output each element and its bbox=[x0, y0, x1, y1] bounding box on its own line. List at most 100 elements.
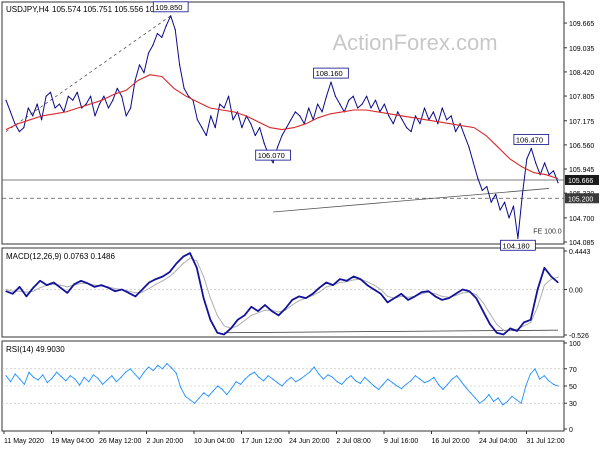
price-annotation-box bbox=[152, 1, 189, 13]
price-line-point bbox=[374, 99, 377, 101]
price-tick-label: 109.035 bbox=[569, 46, 594, 53]
macd-line-point bbox=[346, 280, 348, 282]
macd-line-point bbox=[414, 295, 416, 297]
price-line-point bbox=[414, 115, 417, 117]
rsi-line-point bbox=[65, 380, 67, 382]
rsi-line-point bbox=[304, 375, 306, 377]
rsi-line-point bbox=[138, 378, 140, 380]
price-level-label: 105.200 bbox=[568, 196, 593, 203]
rsi-line-point bbox=[290, 376, 292, 378]
price-line-point bbox=[219, 103, 221, 105]
rsi-line-point bbox=[88, 381, 90, 383]
macd-layer bbox=[5, 252, 559, 336]
macd-signal-line-point bbox=[387, 295, 389, 297]
price-line-point bbox=[339, 103, 341, 105]
price-line-point bbox=[85, 103, 87, 105]
rsi-line-point bbox=[148, 366, 150, 368]
price-line-point bbox=[241, 127, 243, 129]
rsi-line-point bbox=[217, 385, 219, 387]
rsi-line-point bbox=[263, 380, 265, 382]
macd-line-point bbox=[366, 284, 368, 286]
price-line-point bbox=[361, 103, 363, 105]
rsi-line-point bbox=[359, 382, 361, 384]
macd-line-point bbox=[5, 290, 7, 292]
price-tick-label: 106.560 bbox=[569, 143, 594, 150]
price-line-point bbox=[228, 95, 230, 97]
time-tick-label: 17 Jun 12:00 bbox=[242, 438, 283, 445]
price-tick-label: 104.085 bbox=[569, 240, 594, 247]
rsi-line-point bbox=[364, 376, 366, 378]
macd-line-point bbox=[332, 284, 334, 286]
macd-signal-line-point bbox=[489, 313, 491, 315]
rsi-line-point bbox=[345, 378, 347, 380]
price-line-point bbox=[317, 103, 319, 105]
macd-signal-line-point bbox=[216, 314, 218, 316]
macd-line-point bbox=[557, 281, 559, 284]
rsi-tick-label: 70 bbox=[569, 367, 577, 374]
macd-line-point bbox=[203, 297, 205, 299]
price-line-point bbox=[107, 107, 109, 109]
price-line-point bbox=[552, 170, 555, 172]
macd-line-point bbox=[12, 293, 14, 295]
time-tick-label: 16 Jul 20:00 bbox=[432, 438, 470, 445]
macd-line-point bbox=[162, 275, 164, 278]
rsi-line-point bbox=[115, 381, 117, 383]
macd-line-point bbox=[264, 304, 266, 306]
macd-line-point bbox=[114, 290, 116, 292]
rsi-line-point bbox=[230, 388, 232, 390]
macd-line-point bbox=[523, 321, 525, 323]
rsi-line-point bbox=[318, 373, 320, 375]
price-line-point bbox=[392, 123, 394, 125]
rsi-line-point bbox=[60, 375, 62, 378]
macd-signal-line-point bbox=[80, 282, 82, 284]
macd-line-point bbox=[441, 299, 443, 301]
rsi-line-point bbox=[332, 376, 334, 378]
price-line-point bbox=[18, 131, 20, 133]
price-line-point bbox=[504, 201, 506, 203]
time-tick-label: 2 Jun 20:00 bbox=[147, 438, 184, 445]
rsi-line-point bbox=[525, 385, 527, 387]
price-line-point bbox=[299, 115, 301, 117]
price-tick-label: 107.805 bbox=[569, 94, 594, 101]
time-tick-label: 10 Jun 04:00 bbox=[194, 438, 235, 445]
macd-signal-line-point bbox=[223, 325, 225, 327]
price-line-point bbox=[557, 182, 559, 184]
macd-signal-line-point bbox=[169, 275, 171, 278]
rsi-line-point bbox=[189, 399, 191, 401]
rsi-line-point bbox=[226, 394, 228, 396]
macd-line-point bbox=[489, 323, 491, 325]
macd-line-point bbox=[516, 330, 518, 332]
macd-line-point bbox=[496, 332, 498, 334]
macd-signal-line-point bbox=[12, 290, 14, 292]
macd-line-point bbox=[550, 275, 552, 278]
price-tick-label: 107.175 bbox=[569, 119, 594, 126]
macd-panel-frame bbox=[1, 247, 565, 338]
price-annotation-label: 109.850 bbox=[155, 3, 182, 12]
price-line-point bbox=[236, 111, 239, 113]
price-line-point bbox=[512, 205, 515, 207]
macd-signal-line-point bbox=[523, 325, 525, 327]
macd-trendline bbox=[224, 329, 559, 334]
macd-line-point bbox=[196, 267, 198, 269]
macd-line-point bbox=[148, 281, 150, 284]
rsi-line-point bbox=[437, 383, 439, 385]
price-line-point bbox=[521, 193, 524, 195]
macd-signal-line-point bbox=[482, 301, 484, 303]
rsi-line-point bbox=[171, 367, 173, 369]
rsi-line-point bbox=[272, 378, 274, 380]
macd-signal-line-point bbox=[250, 314, 252, 316]
rsi-title: RSI(14) 49.9030 bbox=[6, 345, 65, 354]
rsi-line-point bbox=[424, 382, 426, 384]
macd-signal-line-point bbox=[182, 262, 184, 265]
rsi-line-point bbox=[23, 383, 25, 385]
macd-line-point bbox=[189, 252, 191, 254]
macd-signal-line-point bbox=[134, 292, 137, 294]
price-line-point bbox=[76, 91, 78, 93]
rsi-line-point bbox=[253, 371, 255, 373]
price-line-point bbox=[9, 111, 12, 113]
macd-line-point bbox=[80, 280, 82, 282]
rsi-line-point bbox=[198, 397, 200, 399]
macd-line-point bbox=[421, 291, 423, 293]
price-line-point bbox=[472, 162, 474, 164]
price-line-point bbox=[196, 119, 198, 121]
